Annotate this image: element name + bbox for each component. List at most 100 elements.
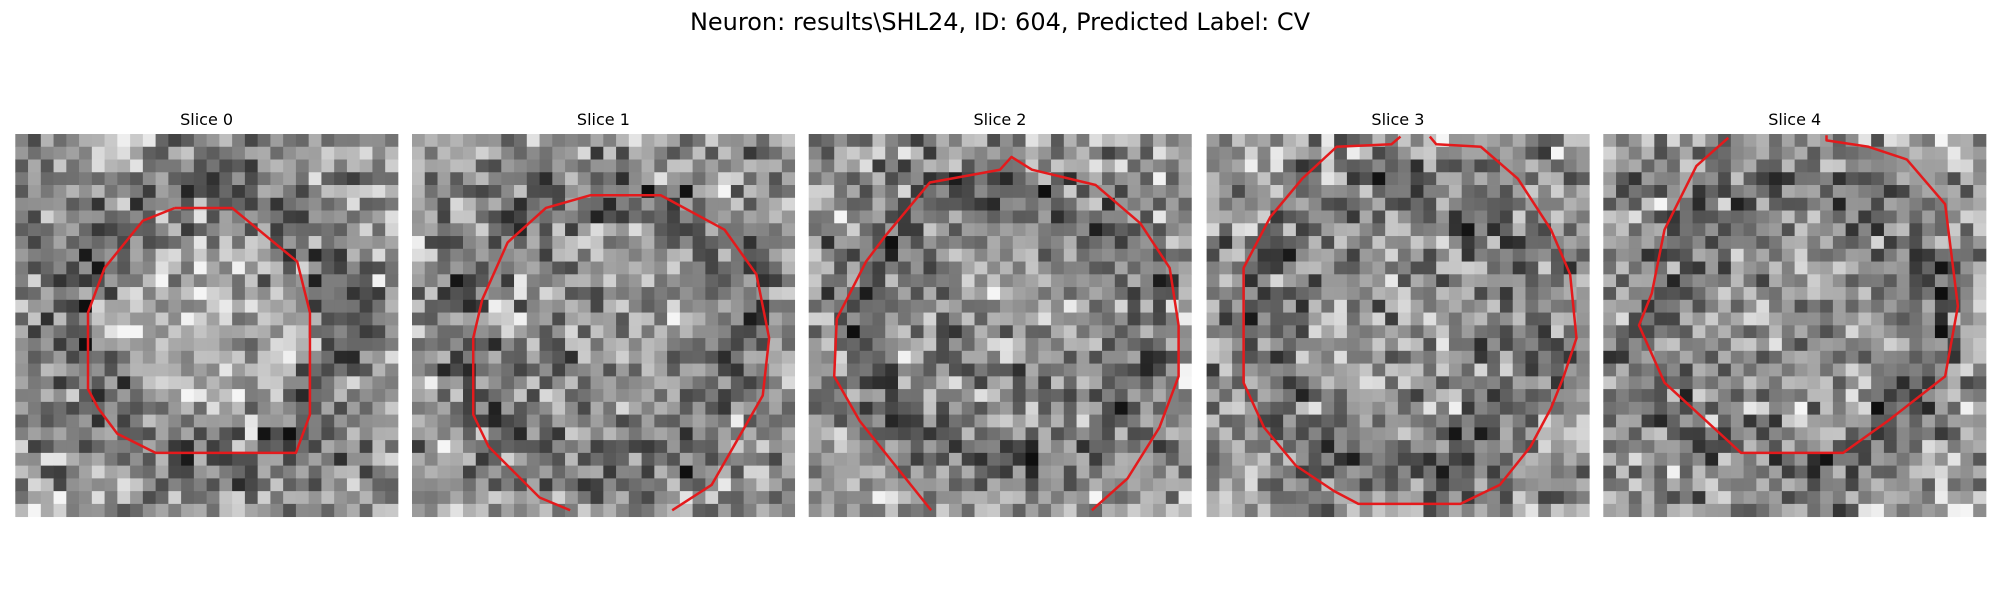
pixel: [1730, 440, 1744, 454]
pixel: [283, 503, 297, 518]
pixel: [641, 299, 655, 313]
pixel: [1114, 248, 1128, 262]
pixel: [1063, 376, 1077, 390]
pixel: [1756, 427, 1770, 441]
pixel: [1603, 503, 1617, 518]
pixel: [667, 159, 681, 173]
pixel: [79, 134, 93, 148]
pixel: [821, 248, 835, 262]
pixel: [1385, 261, 1399, 275]
contour: [1639, 135, 1958, 453]
pixel: [321, 376, 335, 390]
pixel: [1219, 338, 1233, 352]
pixel: [1308, 312, 1322, 326]
pixel: [1321, 440, 1335, 454]
pixel: [1232, 491, 1246, 505]
pixel: [1461, 478, 1475, 492]
pixel: [1487, 185, 1501, 199]
pixel: [181, 287, 195, 301]
pixel: [577, 287, 591, 301]
pixel: [359, 274, 373, 288]
pixel: [1089, 159, 1103, 173]
pixel: [539, 299, 553, 313]
pixel: [936, 440, 950, 454]
pixel: [1089, 134, 1103, 148]
pixel: [1038, 261, 1052, 275]
pixel: [1845, 325, 1859, 339]
pixel: [1372, 172, 1386, 186]
pixel: [1153, 287, 1167, 301]
pixel: [1257, 146, 1271, 160]
pixel: [1448, 146, 1463, 160]
pixel: [616, 197, 630, 211]
pixel: [1140, 491, 1154, 505]
pixel: [1232, 389, 1246, 403]
image-panel: [1206, 134, 1590, 518]
pixel: [66, 389, 80, 403]
pixel: [283, 172, 297, 186]
pixel: [936, 197, 950, 211]
image-panel: [1603, 134, 1987, 518]
pixel: [1628, 440, 1642, 454]
pixel: [590, 350, 604, 364]
pixel: [936, 363, 950, 377]
pixel: [1423, 236, 1437, 250]
pixel: [1616, 376, 1630, 390]
pixel: [1089, 452, 1103, 467]
pixel: [1756, 299, 1770, 313]
pixel: [1679, 478, 1693, 492]
pixel: [1346, 248, 1361, 262]
pixel: [501, 414, 515, 428]
pixel: [705, 465, 719, 479]
pixel: [1270, 401, 1284, 415]
pixel: [1474, 210, 1488, 224]
pixel-grid: [1206, 134, 1590, 518]
pixel: [565, 185, 579, 199]
pixel: [1896, 363, 1910, 377]
pixel: [66, 376, 80, 390]
pixel: [1756, 146, 1770, 160]
pixel: [1705, 338, 1719, 352]
pixel: [1563, 465, 1577, 479]
pixel: [1153, 134, 1167, 148]
pixel: [1257, 440, 1271, 454]
pixel: [1909, 503, 1923, 518]
pixel: [1436, 465, 1450, 479]
pixel: [1000, 465, 1014, 479]
pixel: [142, 197, 156, 211]
pixel: [1448, 236, 1463, 250]
pixel: [1641, 478, 1655, 492]
pixel: [923, 223, 937, 237]
pixel: [1947, 465, 1961, 479]
pixel: [181, 172, 195, 186]
pixel: [206, 401, 220, 415]
pixel: [1487, 376, 1501, 390]
pixel: [1871, 325, 1885, 339]
pixel: [1346, 414, 1361, 428]
pixel: [1153, 261, 1167, 275]
pixel: [1705, 312, 1719, 326]
pixel: [1603, 299, 1617, 313]
pixel: [821, 452, 835, 467]
pixel: [1628, 223, 1642, 237]
pixel: [974, 427, 988, 441]
pixel: [1140, 389, 1154, 403]
pixel: [1127, 389, 1141, 403]
pixel: [1563, 427, 1577, 441]
pixel: [181, 389, 195, 403]
pixel: [1512, 338, 1526, 352]
pixel: [1372, 197, 1386, 211]
pixel: [1538, 261, 1552, 275]
pixel: [1603, 210, 1617, 224]
pixel: [1576, 389, 1590, 403]
pixel: [679, 223, 693, 237]
pixel: [692, 363, 706, 377]
pixel: [488, 503, 502, 518]
pixel: [1743, 503, 1757, 518]
pixel: [1641, 172, 1655, 186]
pixel: [1063, 312, 1077, 326]
pixel: [834, 159, 848, 173]
pixel: [692, 427, 706, 441]
pixel: [885, 287, 899, 301]
pixel: [1295, 287, 1310, 301]
